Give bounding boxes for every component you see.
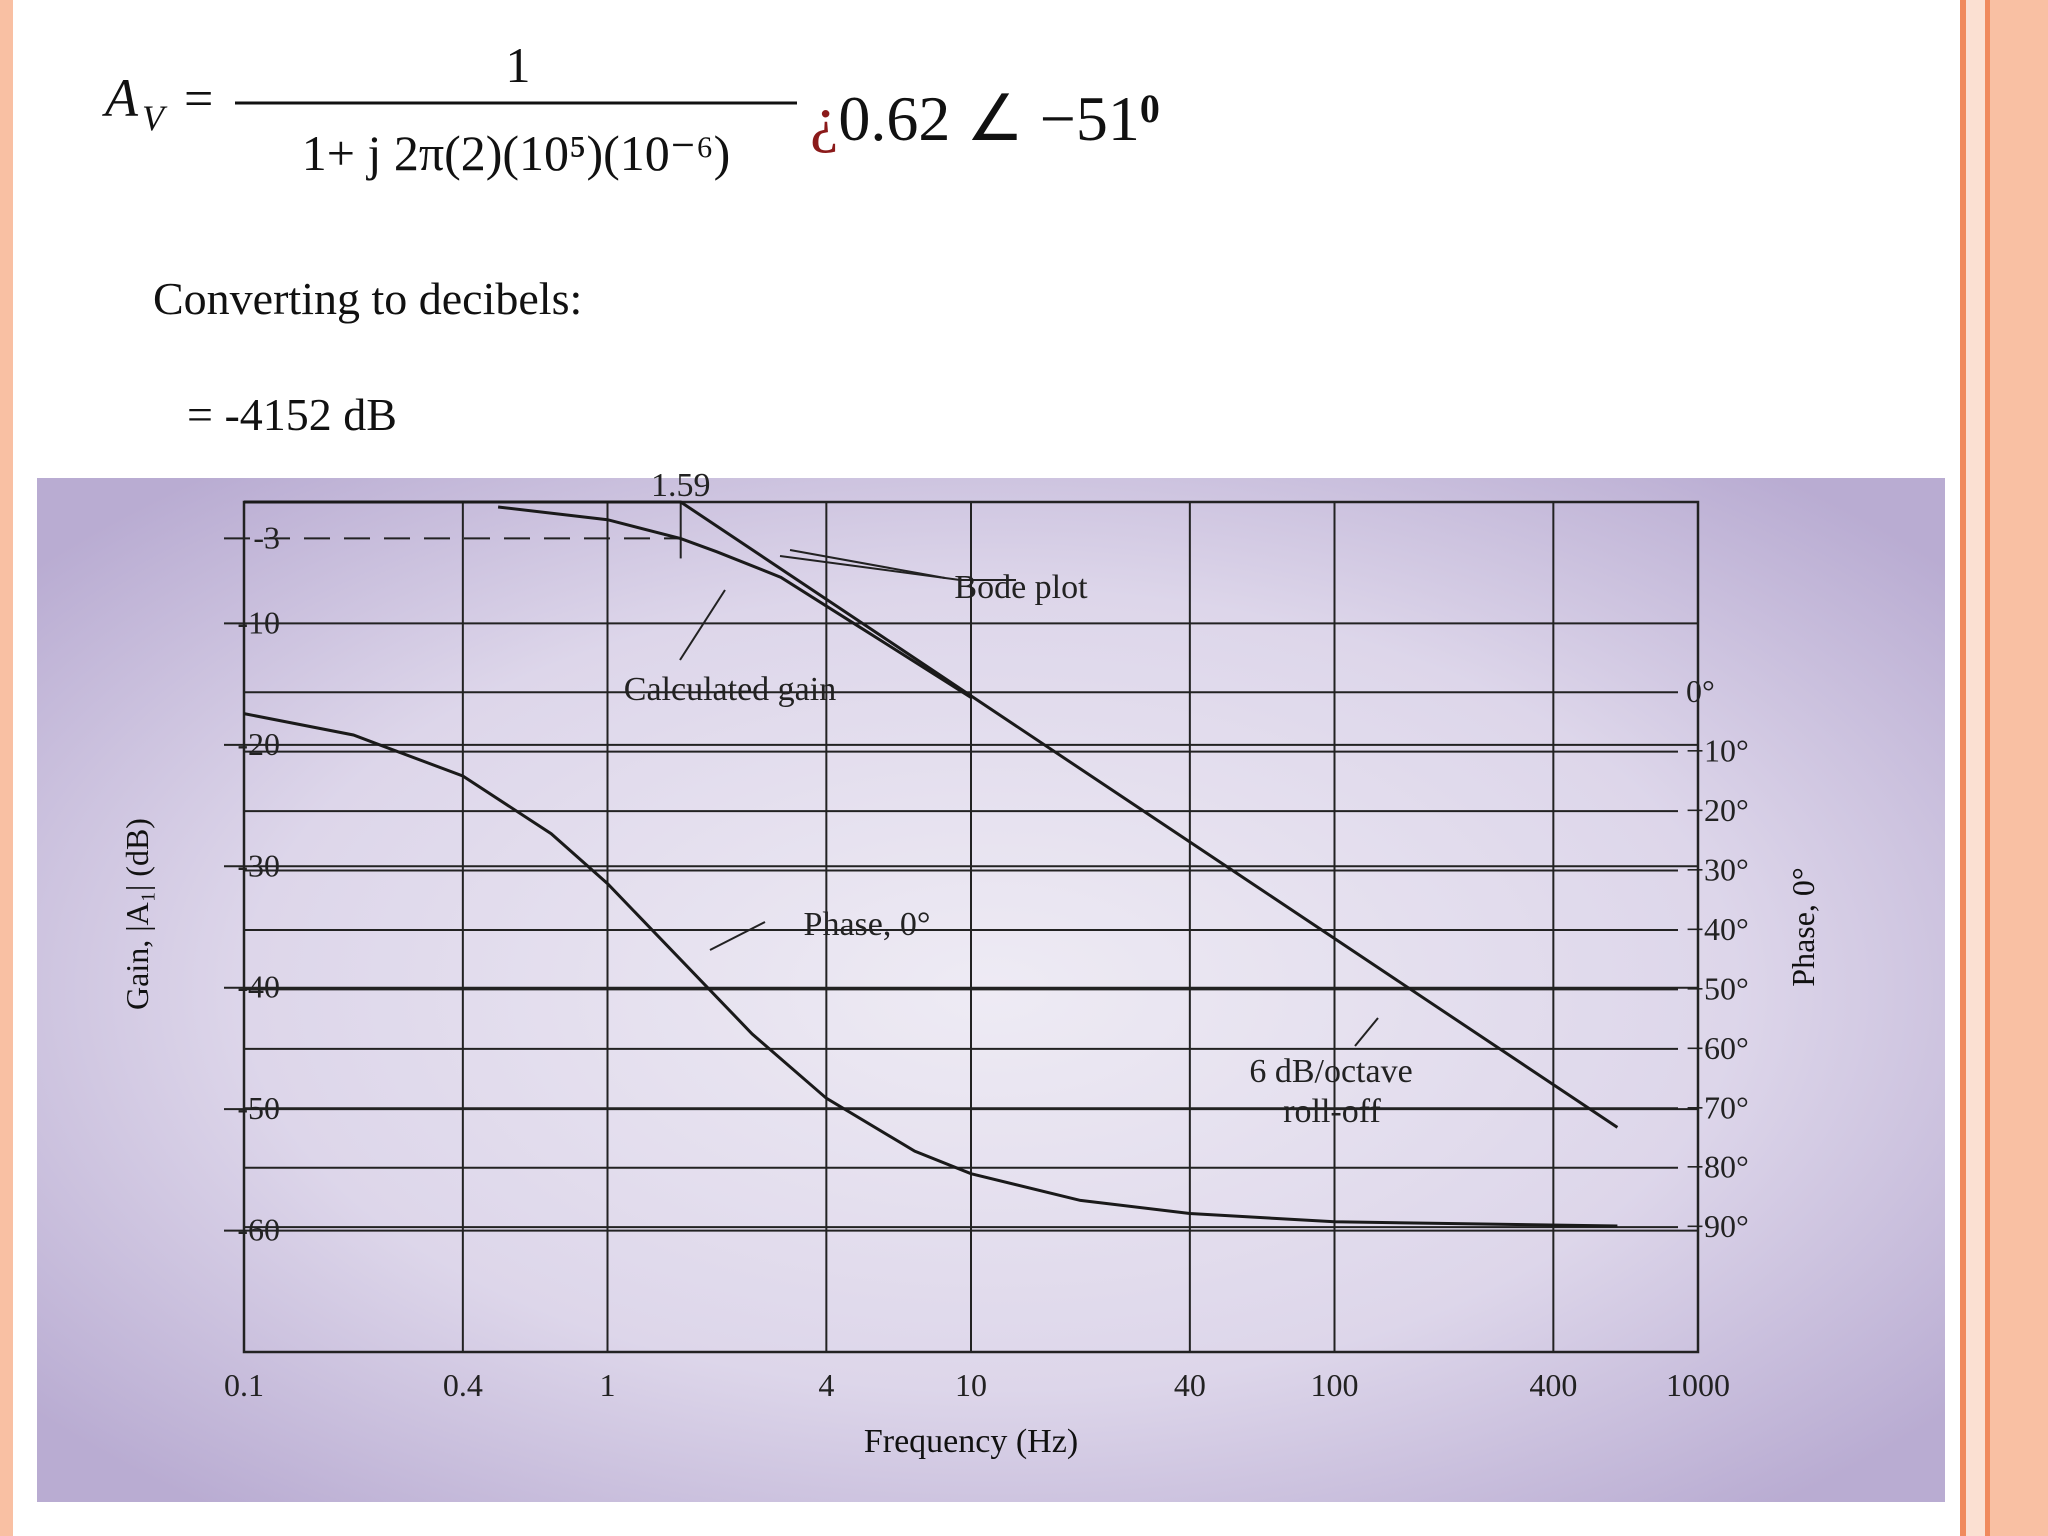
series-label: Phase, 0°: [804, 906, 931, 943]
y-tick-label: -40: [237, 969, 280, 1005]
annotation: roll-off: [1283, 1093, 1381, 1130]
inverted-question: ¿: [810, 83, 838, 154]
y-tick-label: -30: [237, 847, 280, 883]
y2-axis-title: Phase, 0°: [1785, 867, 1821, 986]
x-tick-label: 1: [600, 1367, 616, 1403]
series-line: [243, 712, 1618, 1228]
y2-tick-label: −30°: [1686, 852, 1749, 888]
x-tick-label: 100: [1311, 1367, 1359, 1403]
y-tick-label: -20: [237, 726, 280, 762]
slide-text: = -4152 dB: [187, 389, 397, 440]
leader-line: [1354, 1017, 1379, 1047]
formula: A V = 1 1+ j 2π(2)(10⁵)(10⁻⁶) ¿0.62 ∠ −5…: [102, 37, 1160, 181]
x-tick-label: 40: [1174, 1367, 1206, 1403]
cutoff-label: 1.59: [651, 467, 711, 504]
right-border: [1985, 0, 1990, 1536]
leader-line: [679, 589, 726, 661]
formula-symbol: A: [102, 68, 139, 128]
leader-line: [779, 555, 1016, 581]
right-border: [1966, 0, 1985, 1536]
y2-tick-label: −10°: [1686, 733, 1749, 769]
formula-subscript: V: [142, 98, 168, 138]
y2-tick-label: −20°: [1686, 792, 1749, 828]
slide-text: Converting to decibels:: [153, 273, 582, 324]
exponent: 0: [1140, 86, 1160, 131]
chart: 0.1 0.4 1 4 10 40 100 400 1000-3-10-20-30-40-50-…: [119, 467, 1821, 1460]
y2-tick-label: −40°: [1686, 911, 1749, 947]
x-tick-label: 0.4: [443, 1367, 483, 1403]
annotation: 6 dB/octave: [1249, 1053, 1412, 1090]
x-tick-label: 10: [955, 1367, 987, 1403]
leader-line: [709, 921, 766, 951]
formula-denominator: 1+ j 2π(2)(10⁵)(10⁻⁶): [302, 125, 731, 181]
right-border: [1960, 0, 1966, 1536]
result: 0.62 ∠ −51: [838, 83, 1139, 154]
x-axis-title: Frequency (Hz): [864, 1423, 1078, 1460]
y2-tick-label: −50°: [1686, 970, 1749, 1006]
x-tick-label: 4: [818, 1367, 834, 1403]
leader-line: [789, 549, 946, 579]
y2-tick-label: −70°: [1686, 1089, 1749, 1125]
y-tick-label: -10: [237, 604, 280, 640]
right-border: [1990, 0, 2048, 1536]
series-line: [497, 505, 972, 699]
x-tick-label: 0.1: [224, 1367, 264, 1403]
y2-tick-label: 0°: [1686, 673, 1715, 709]
x-tick-label: 400: [1529, 1367, 1577, 1403]
formula-equals: =: [184, 71, 213, 128]
y2-tick-label: −90°: [1686, 1208, 1749, 1244]
x-tick-label: 1000: [1666, 1367, 1730, 1403]
series-label: Calculated gain: [624, 671, 836, 708]
series-label: Bode plot: [954, 569, 1088, 606]
y2-tick-label: −80°: [1686, 1149, 1749, 1185]
leaders: [679, 549, 1379, 1047]
left-border: [0, 0, 13, 1536]
y-axis-title: Gain, |A₁| (dB): [119, 818, 155, 1010]
y-tick-label: -60: [237, 1212, 280, 1248]
formula-numerator: 1: [506, 37, 531, 93]
series-line: [244, 500, 1619, 1129]
formula-result: ¿0.62 ∠ −510: [810, 83, 1160, 154]
y2-tick-label: −60°: [1686, 1030, 1749, 1066]
